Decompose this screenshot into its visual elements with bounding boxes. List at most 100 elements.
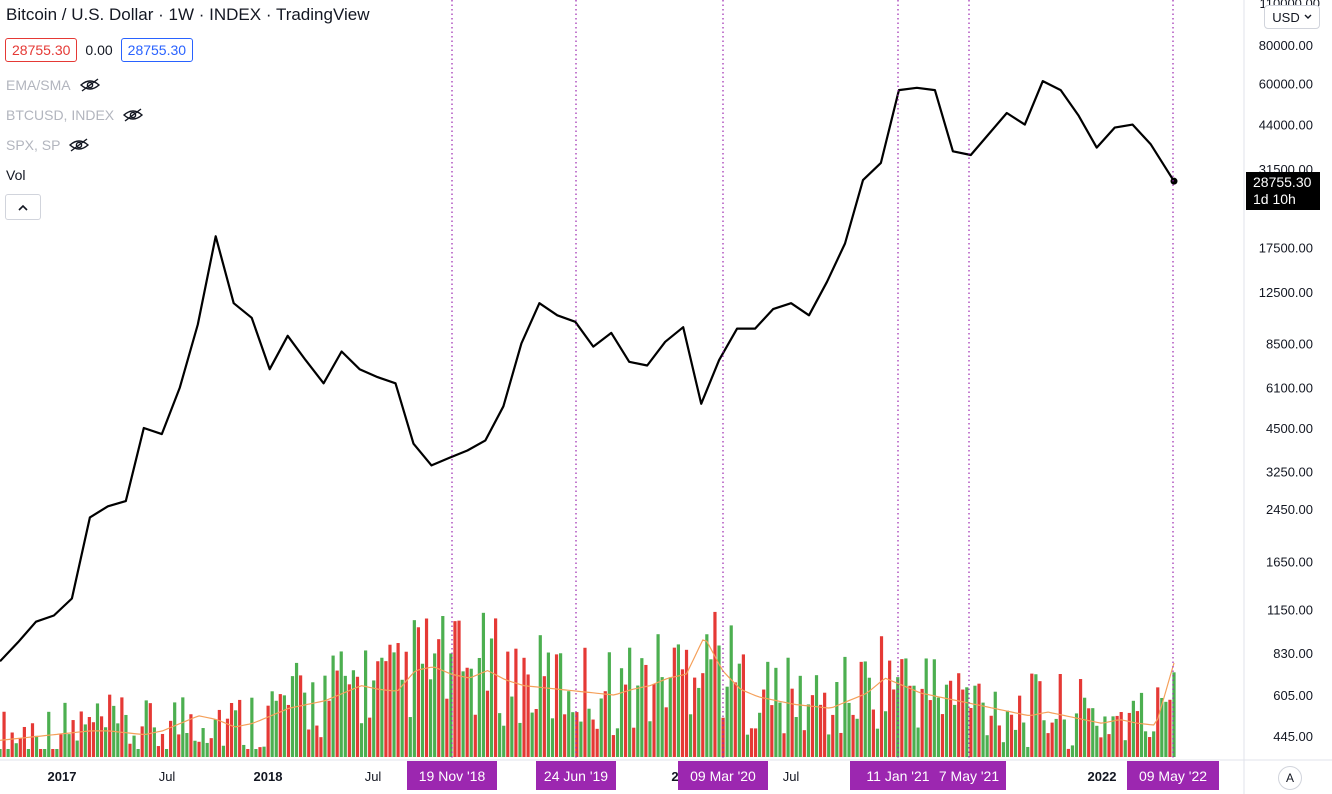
volume-bar bbox=[1119, 712, 1123, 757]
volume-bar bbox=[359, 723, 364, 757]
sell-price-box[interactable]: 28755.30 bbox=[5, 38, 78, 62]
buy-price-box[interactable]: 28755.30 bbox=[120, 38, 194, 62]
volume-bar bbox=[1111, 716, 1115, 757]
volume-bar bbox=[851, 714, 855, 757]
volume-bar bbox=[1139, 692, 1144, 757]
eye-hidden-icon[interactable] bbox=[68, 138, 90, 152]
volume-bar bbox=[10, 732, 14, 757]
volume-bar bbox=[1074, 713, 1079, 757]
volume-bar bbox=[30, 723, 35, 757]
volume-bar bbox=[818, 704, 823, 757]
eye-hidden-icon[interactable] bbox=[122, 108, 144, 122]
volume-bar bbox=[875, 728, 880, 757]
eye-hidden-icon[interactable] bbox=[79, 78, 101, 92]
volume-bar bbox=[1058, 674, 1062, 757]
volume-bar bbox=[701, 673, 705, 757]
volume-bar bbox=[396, 643, 400, 757]
volume-bar bbox=[936, 697, 940, 757]
volume-bar bbox=[1156, 687, 1160, 757]
volume-bar bbox=[1026, 746, 1030, 757]
volume-bar bbox=[116, 723, 120, 757]
volume-bar bbox=[2, 711, 6, 757]
indicator-ema-sma[interactable]: EMA/SMA bbox=[6, 77, 101, 93]
volume-bar bbox=[412, 620, 416, 757]
volume-bar bbox=[270, 691, 274, 757]
indicator-volume[interactable]: Vol bbox=[6, 167, 25, 183]
volume-bar bbox=[599, 698, 603, 757]
volume-bar bbox=[323, 675, 327, 757]
volume-bar bbox=[644, 664, 648, 757]
volume-bar bbox=[181, 697, 185, 757]
volume-bar bbox=[489, 638, 494, 757]
volume-bar bbox=[782, 733, 786, 757]
volume-bar bbox=[770, 705, 774, 757]
volume-bar bbox=[278, 694, 282, 757]
volume-bar bbox=[538, 635, 542, 757]
volume-bar bbox=[299, 675, 303, 757]
volume-bar bbox=[997, 725, 1001, 757]
volume-bar bbox=[928, 700, 932, 757]
volume-bar bbox=[140, 726, 144, 757]
y-tick-label: 1650.00 bbox=[1266, 555, 1313, 570]
volume-bar bbox=[758, 712, 762, 757]
volume-bar bbox=[518, 722, 522, 757]
volume-bar bbox=[749, 728, 754, 757]
auto-scale-button[interactable]: A bbox=[1278, 766, 1302, 790]
volume-bar bbox=[916, 727, 920, 757]
price-line bbox=[0, 80, 1175, 663]
volume-bar bbox=[717, 645, 721, 757]
volume-bar bbox=[1168, 699, 1172, 757]
volume-bar bbox=[79, 711, 83, 757]
exchange-label: INDEX bbox=[209, 5, 262, 24]
symbol-name: Bitcoin bbox=[6, 5, 58, 24]
indicator-btcusd[interactable]: BTCUSD, INDEX bbox=[6, 107, 144, 123]
volume-bar bbox=[571, 712, 575, 757]
event-marker-label: 09 May '22 bbox=[1139, 768, 1207, 784]
volume-bar bbox=[615, 728, 620, 757]
volume-bar bbox=[871, 709, 875, 757]
volume-bar bbox=[177, 734, 181, 757]
y-tick-label: 6100.00 bbox=[1266, 381, 1313, 396]
volume-bar bbox=[1107, 734, 1111, 757]
volume-bar bbox=[1009, 714, 1014, 757]
volume-bar bbox=[433, 653, 437, 757]
volume-bar bbox=[753, 728, 758, 757]
interval-label[interactable]: 1W bbox=[168, 5, 195, 24]
volume-bar bbox=[628, 647, 632, 757]
volume-bar bbox=[156, 746, 161, 757]
volume-bar bbox=[778, 702, 782, 757]
volume-bar bbox=[965, 687, 969, 757]
volume-bar bbox=[741, 654, 745, 757]
volume-bar bbox=[563, 714, 567, 757]
volume-bar bbox=[1034, 674, 1038, 757]
currency-select[interactable]: USD bbox=[1264, 5, 1320, 29]
volume-bar bbox=[1054, 718, 1058, 757]
volume-bar bbox=[63, 702, 67, 757]
volume-bar bbox=[705, 634, 709, 757]
volume-bar bbox=[225, 718, 230, 757]
volume-bar bbox=[384, 661, 388, 757]
volume-bar bbox=[221, 745, 226, 757]
volume-bar bbox=[75, 740, 79, 757]
event-marker-label: 24 Jun '19 bbox=[544, 768, 608, 784]
price-readout: 28755.30 0.00 28755.30 bbox=[5, 38, 194, 62]
volume-bar bbox=[896, 677, 900, 757]
volume-bar bbox=[944, 684, 949, 757]
volume-bar bbox=[388, 644, 392, 757]
volume-bar bbox=[847, 702, 851, 757]
volume-bar bbox=[453, 621, 457, 757]
collapse-legend-button[interactable] bbox=[5, 194, 41, 220]
volume-bar bbox=[587, 708, 591, 757]
volume-bar bbox=[863, 661, 867, 757]
volume-bar bbox=[611, 735, 616, 757]
volume-bar bbox=[908, 685, 912, 757]
volume-bar bbox=[286, 704, 291, 757]
volume-bar bbox=[372, 680, 376, 757]
volume-bar bbox=[376, 661, 380, 757]
y-tick-label: 3250.00 bbox=[1266, 464, 1313, 479]
volume-bar bbox=[835, 682, 839, 757]
volume-bar bbox=[558, 653, 563, 757]
indicator-spx[interactable]: SPX, SP bbox=[6, 137, 90, 153]
